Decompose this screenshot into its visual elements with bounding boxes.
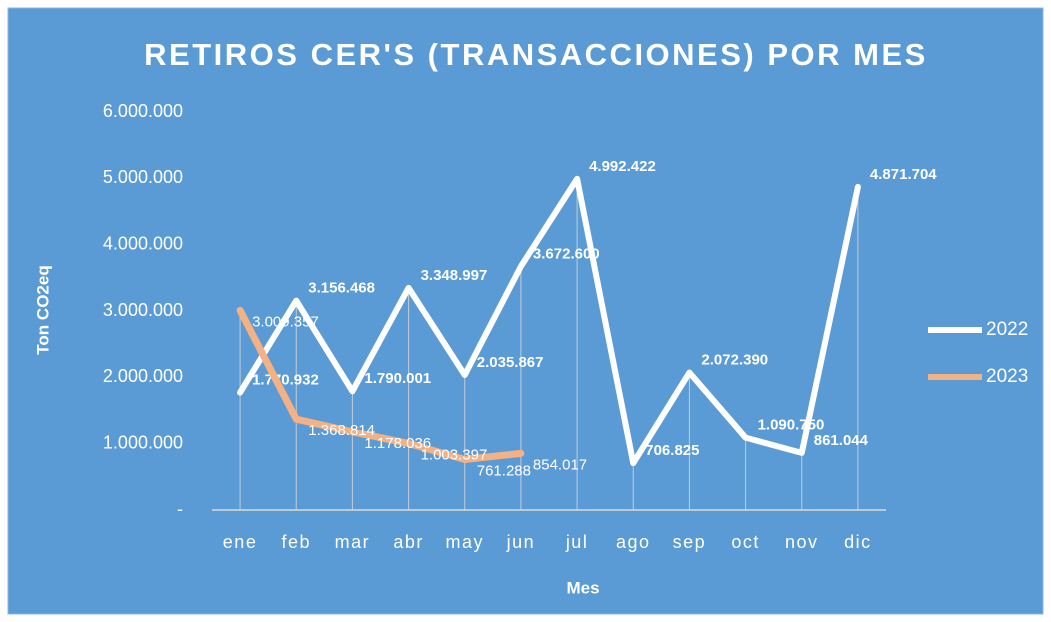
x-tick-label: ago — [616, 532, 651, 552]
data-label: 1.790.001 — [364, 370, 431, 387]
x-tick-label: nov — [785, 532, 819, 552]
data-label: 3.009.357 — [252, 313, 319, 330]
x-tick-label: sep — [673, 532, 707, 552]
series-line — [236, 306, 525, 464]
x-tick-label: feb — [281, 532, 311, 552]
data-label: 1.770.932 — [252, 371, 319, 388]
data-label: 1.003.397 — [421, 446, 488, 463]
y-tick-label: 4.000.000 — [103, 233, 183, 253]
x-tick-label: jul — [565, 532, 589, 552]
data-label: 1.368.814 — [308, 422, 375, 439]
chart-title: RETIROS CER'S (TRANSACCIONES) POR MES — [144, 37, 928, 72]
data-label: 2.072.390 — [701, 352, 768, 369]
legend-label: 2022 — [986, 319, 1028, 340]
x-tick-label: dic — [844, 532, 872, 552]
y-tick-label: - — [177, 499, 183, 519]
x-tick-label: ene — [223, 532, 258, 552]
chart-background — [7, 7, 1044, 615]
x-tick-label: mar — [335, 532, 371, 552]
x-tick-label: may — [445, 532, 484, 552]
data-label: 3.672.600 — [533, 245, 600, 262]
data-label: 854.017 — [533, 456, 587, 473]
y-tick-label: 1.000.000 — [103, 432, 183, 452]
data-label: 861.044 — [814, 432, 869, 449]
series-line — [237, 175, 861, 467]
x-tick-label: jun — [506, 532, 536, 552]
y-tick-label: 2.000.000 — [103, 366, 183, 386]
x-tick-label: abr — [393, 532, 424, 552]
data-label: 3.156.468 — [308, 280, 375, 297]
data-label: 2.035.867 — [477, 354, 544, 371]
y-tick-label: 3.000.000 — [103, 300, 183, 320]
y-tick-label: 5.000.000 — [103, 167, 183, 187]
data-label: 4.992.422 — [589, 158, 656, 175]
legend-label: 2023 — [986, 366, 1028, 387]
x-axis-title: Mes — [566, 578, 599, 597]
data-label: 1.178.036 — [364, 435, 431, 452]
y-tick-label: 6.000.000 — [103, 101, 183, 121]
data-label: 4.871.704 — [870, 166, 937, 183]
y-axis-title: Ton CO2eq — [33, 265, 52, 354]
data-label: 706.825 — [645, 442, 699, 459]
data-label: 3.348.997 — [421, 267, 488, 284]
data-label: 761.288 — [477, 462, 531, 479]
x-tick-label: oct — [731, 532, 760, 552]
data-label: 1.090.750 — [758, 417, 825, 434]
